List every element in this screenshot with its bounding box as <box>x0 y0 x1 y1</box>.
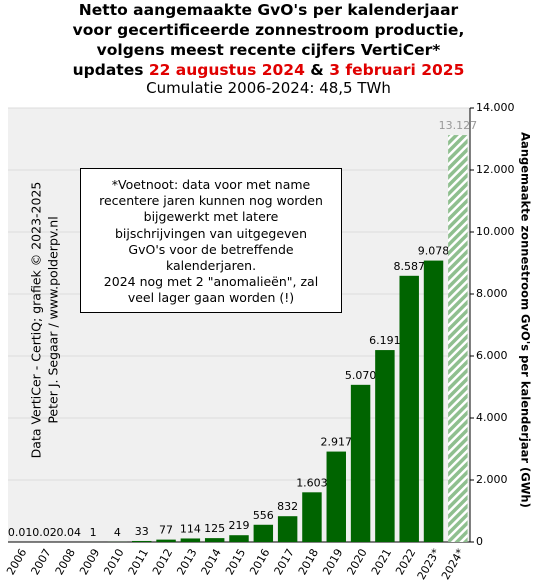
credit: Data VertiCer - CertiQ; grafiek © 2023-2… <box>29 182 44 459</box>
value-label: 9.078 <box>418 245 450 258</box>
bar <box>350 384 371 542</box>
title: Netto aangemaakte GvO's per kalenderjaar… <box>0 0 537 80</box>
bar <box>180 538 201 542</box>
footnote-line: recentere jaren kunnen nog worden <box>99 193 323 209</box>
value-label: 5.070 <box>345 369 377 382</box>
value-label: 33 <box>135 525 149 538</box>
value-label: 13.127 <box>439 119 478 132</box>
title-line: Netto aangemaakte GvO's per kalenderjaar <box>78 1 459 19</box>
x-tick-label: 2018 <box>296 547 321 578</box>
bar <box>253 524 274 542</box>
x-tick-label: 2008 <box>53 547 78 578</box>
bar <box>448 135 468 543</box>
y-tick-label: 10.000 <box>476 225 515 238</box>
subtitle: Cumulatie 2006-2024: 48,5 TWh <box>146 79 391 97</box>
footnote-line: GvO's voor de betreffende <box>128 241 294 257</box>
bar <box>156 539 176 542</box>
value-label: 0.04 <box>57 526 82 539</box>
date: 3 februari 2025 <box>329 61 465 79</box>
footnote-line: bijgewerkt met latere <box>143 209 279 225</box>
x-tick-label: 2011 <box>126 547 151 578</box>
x-tick-label: 2021 <box>369 547 394 578</box>
title-text: & <box>310 61 324 79</box>
x-tick-label: 2020 <box>345 547 370 578</box>
footnote-line: bijschrijvingen van uitgegeven <box>114 225 308 241</box>
x-tick-label: 2013 <box>174 547 199 578</box>
x-tick-label: 2019 <box>320 547 345 578</box>
title-text: updates <box>72 61 144 79</box>
x-tick-label: 2023* <box>415 546 443 582</box>
bar <box>132 540 152 542</box>
bar <box>229 535 249 542</box>
value-label: 114 <box>180 522 201 535</box>
value-label: 556 <box>253 509 274 522</box>
footnote-line: *Voetnoot: data voor met name <box>111 177 311 192</box>
bar <box>375 350 395 542</box>
footnote-line: 2024 nog met 2 "anomalieën", zal <box>103 274 319 290</box>
value-label: 1 <box>90 526 97 539</box>
title-line: volgens meest recente cijfers VertiCer* <box>96 41 441 59</box>
footnote: *Voetnoot: data voor met name recentere j… <box>80 168 342 313</box>
value-label: 2.917 <box>321 436 353 449</box>
y-tick-label: 6.000 <box>476 349 508 362</box>
value-label: 6.191 <box>369 334 401 347</box>
x-tick-label: 2009 <box>77 547 102 578</box>
y-tick-label: 12.000 <box>476 163 515 176</box>
y-axis-label: Aangemaakte zonnestroom GvO's per kalend… <box>519 132 533 508</box>
x-tick-label: 2024* <box>439 546 467 582</box>
x-tick-label: 2007 <box>28 547 53 578</box>
value-label: 77 <box>159 524 173 537</box>
bar <box>423 260 444 542</box>
bar <box>277 516 298 542</box>
value-label: 0.01 <box>8 526 33 539</box>
x-tick-label: 2022 <box>393 547 418 578</box>
bar <box>326 451 346 542</box>
bar <box>204 538 225 542</box>
value-label: 832 <box>277 500 298 513</box>
value-label: 0.02 <box>32 526 57 539</box>
credit: Peter J. Segaar / www.polderpv.nl <box>46 216 61 423</box>
bar <box>302 492 322 542</box>
value-label: 1.603 <box>296 476 328 489</box>
y-tick-label: 4.000 <box>476 411 508 424</box>
footnote-line: veel lager gaan worden (!) <box>127 290 295 306</box>
value-label: 219 <box>229 519 250 532</box>
title-line: voor gecertificeerde zonnestroom product… <box>72 21 465 39</box>
footnote-line: kalenderjaren. <box>165 258 257 274</box>
title-line: updates 22 augustus 2024 & 3 februari 20… <box>0 60 537 80</box>
y-tick-label: 0 <box>476 535 483 548</box>
value-label: 4 <box>114 526 121 539</box>
bar <box>399 275 419 542</box>
x-tick-label: 2010 <box>101 547 126 578</box>
x-tick-label: 2012 <box>150 547 175 578</box>
x-tick-label: 2016 <box>247 547 272 578</box>
y-tick-label: 14.000 <box>476 101 515 114</box>
x-tick-label: 2017 <box>272 547 297 578</box>
date: 22 augustus 2024 <box>148 61 305 79</box>
x-tick-label: 2015 <box>223 547 248 578</box>
value-label: 125 <box>204 522 225 535</box>
y-tick-label: 8.000 <box>476 287 508 300</box>
x-tick-label: 2006 <box>4 547 29 578</box>
x-tick-label: 2014 <box>199 547 224 578</box>
y-tick-label: 2.000 <box>476 473 508 486</box>
value-label: 8.587 <box>393 260 425 273</box>
